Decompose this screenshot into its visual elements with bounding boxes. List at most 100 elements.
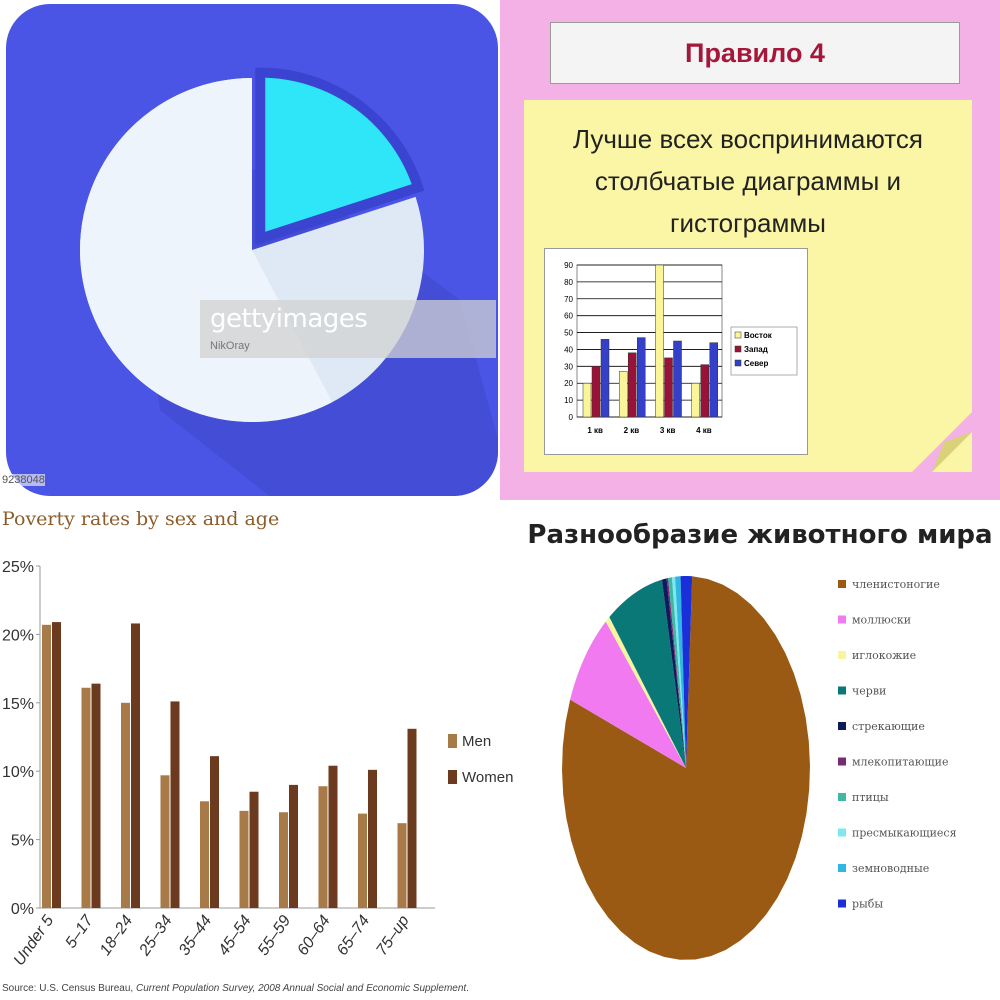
y-tick-label: 20% [2,627,34,644]
mini-bar [619,371,628,418]
bar-women [328,765,338,908]
legend-label: земноводные [852,862,929,875]
mini-bar [628,352,637,418]
x-tick-label: 60–64 [294,912,334,958]
bar-men [279,812,288,908]
note-line-2: столбчатые диаграммы и [594,166,902,196]
slide-panel: Правило 4 Лучше всех воспринимаются стол… [500,0,1000,500]
legend-swatch [838,864,846,872]
sticky-note: Лучше всех воспринимаются столбчатые диа… [524,100,972,472]
mini-bar [691,382,700,418]
getty-watermark: gettyimages [210,304,368,334]
photographer-credit: NikOray [210,340,250,352]
note-text: Лучше всех воспринимаются столбчатые диа… [524,118,972,244]
bar-men [397,823,407,908]
bar-men [200,801,209,908]
legend-swatch [448,770,457,784]
mini-bar [591,366,601,418]
bar-men [81,687,91,908]
mini-bar [637,337,646,418]
source-prefix: Source: U.S. Census Bureau, [2,983,136,994]
mini-bar [600,339,610,418]
mini-legend-label: Север [744,359,768,368]
mini-y-tick: 0 [569,413,574,422]
getty-pie-icon-panel: gettyimages NikOray 9238048 [0,0,500,500]
bar-men [160,775,170,908]
legend-label: млекопитающие [852,756,949,769]
mini-y-tick: 50 [564,329,573,338]
mini-y-tick: 60 [564,312,573,321]
bar-women [52,622,61,908]
x-tick-label: 5–17 [62,912,97,952]
page-curl [912,412,972,472]
x-tick-label: 55–59 [255,912,295,958]
mini-x-tick: 3 кв [660,426,676,435]
legend-swatch [838,686,846,695]
pie-slice [668,577,686,768]
mini-x-tick: 4 кв [696,426,712,435]
mini-y-tick: 30 [564,362,573,371]
y-tick-label: 10% [2,764,34,781]
bar-women [210,756,219,908]
mini-x-tick: 1 кв [587,426,603,435]
pie-icon-exploded-slice [255,67,425,246]
legend-swatch [838,580,846,588]
legend-swatch [838,651,846,659]
pie-chart-title: Разнообразие животного мира [527,520,993,550]
pie-slice [570,621,686,768]
rule-title-box: Правило 4 [550,22,960,84]
x-tick-label: 35–44 [176,912,216,958]
pie-slice [666,578,686,768]
bar-women [368,769,377,908]
mini-legend-box [730,326,798,376]
bar-men [42,624,51,908]
legend-swatch [838,899,846,908]
poverty-chart-panel: Poverty rates by sex and age 0% 5% 10% 15% 2… [0,500,520,1000]
bar-women [91,683,101,908]
bar-women [407,728,417,908]
pie-slice [680,576,693,768]
source-survey: Current Population Survey, 2008 Annual S… [135,983,467,994]
mini-bar-chart: 0 10 20 30 40 50 60 70 80 90 1 кв 2 кв 3 кв 4 кв Восто… [544,248,808,455]
legend-label: моллюски [852,614,911,627]
animal-pie-panel: Разнообразие животного мира членистоноги… [520,500,1000,1000]
mini-legend-swatch [734,331,742,339]
pie-slice [605,617,686,768]
legend-label: Men [462,733,491,750]
mini-legend-swatch [734,359,742,367]
bar-women [170,701,180,908]
mini-y-tick: 20 [564,379,573,388]
watermark-bar [200,300,496,358]
mini-bar [709,342,718,418]
legend-swatch [448,734,457,748]
mini-bar [664,357,673,418]
mini-legend-label: Запад [744,345,768,354]
legend-label: пресмыкающиеся [852,827,957,840]
chart-title: Poverty rates by sex and age [2,508,280,530]
pie-slice [609,579,686,768]
legend-label: птицы [852,791,889,804]
bar-men [318,786,328,908]
legend-label: рыбы [852,898,883,911]
pie-slice [562,576,810,960]
mini-y-tick: 90 [564,261,573,270]
mini-legend-label: Восток [744,331,773,340]
legend-label: Women [462,769,513,786]
mini-y-tick: 70 [564,295,573,304]
legend-swatch [838,828,846,837]
legend-swatch [838,793,846,801]
mini-bar [700,364,709,418]
y-tick-label: 5% [11,833,34,850]
note-line-3: гистограммы [670,208,826,238]
mini-y-tick: 10 [564,396,573,405]
legend-label: черви [852,685,886,698]
mini-bar [655,264,664,418]
source-note: Source: U.S. Census Bureau, Current Popu… [2,983,469,994]
legend-label: членистоногие [852,578,940,591]
legend-swatch [838,615,846,624]
x-tick-label: 65–74 [334,912,374,958]
x-tick-label: Under 5 [11,912,58,968]
pie-icon-graphic [6,4,498,496]
y-tick-label: 25% [2,559,34,576]
y-tick-label: 0% [11,901,34,918]
